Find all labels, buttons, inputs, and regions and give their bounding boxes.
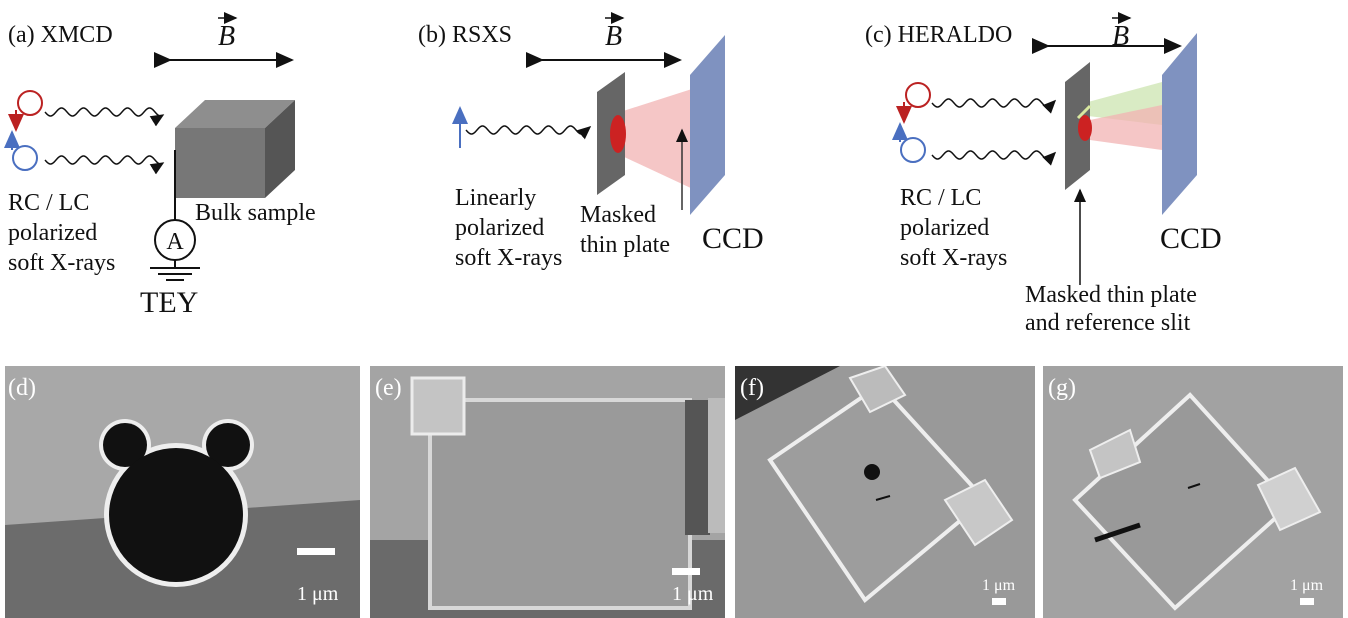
- sample-text: thin plate: [580, 232, 670, 258]
- detector-label: CCD: [702, 222, 764, 255]
- scale-bar: [297, 548, 335, 555]
- source-text: RC / LC: [8, 190, 89, 216]
- sample-text: Masked: [580, 202, 656, 228]
- panel-g: (g) 1 μm: [1043, 366, 1343, 618]
- panel-d: (d) 1 μm: [5, 366, 360, 618]
- panel-label: (b) RSXS: [418, 22, 512, 48]
- xray-beam: [45, 156, 163, 164]
- figure: (a) XMCD B A RC / LC polarized soft X-ra…: [0, 0, 1348, 618]
- field-label: B: [605, 21, 622, 52]
- panel-f: (f) 1 μm: [735, 366, 1035, 618]
- rc-icon: [906, 83, 930, 107]
- scale-label: 1 μm: [982, 577, 1016, 594]
- panel-label: (d): [8, 375, 36, 401]
- ccd: [690, 35, 725, 215]
- edge: [685, 400, 710, 535]
- scale-label: 1 μm: [672, 583, 714, 605]
- ccd: [1162, 33, 1197, 215]
- cube-front: [175, 128, 265, 198]
- xray-beam: [45, 108, 163, 116]
- panel-b: (b) RSXS B Linearly polarized soft X-ray…: [418, 18, 764, 271]
- panel-label: (c) HERALDO: [865, 22, 1012, 48]
- rc-icon: [18, 91, 42, 115]
- aperture: [864, 464, 880, 480]
- scale-bar: [672, 568, 700, 575]
- sample-text: and reference slit: [1025, 310, 1191, 336]
- field-label: B: [218, 21, 235, 52]
- pad: [412, 378, 464, 434]
- panel-label: (a) XMCD: [8, 22, 113, 48]
- source-text: soft X-rays: [900, 245, 1007, 271]
- panel-label: (e): [375, 375, 402, 401]
- panel-label: (g): [1048, 375, 1076, 401]
- lc-icon: [901, 138, 925, 162]
- scale-label: 1 μm: [1290, 577, 1324, 594]
- source-text: Linearly: [455, 185, 536, 211]
- scale-label: 1 μm: [297, 583, 339, 605]
- source-text: polarized: [8, 220, 97, 246]
- scale-bar: [1300, 598, 1314, 605]
- panel-e: (e) 1 μm: [370, 366, 728, 618]
- aperture: [610, 115, 626, 153]
- source-text: polarized: [900, 215, 989, 241]
- panel-c: (c) HERALDO B RC / LC polarized soft X-r…: [865, 18, 1222, 336]
- panel-a: (a) XMCD B A RC / LC polarized soft X-ra…: [8, 18, 316, 319]
- sample-text: Masked thin plate: [1025, 282, 1197, 308]
- panel-label: (f): [740, 375, 764, 401]
- source-text: soft X-rays: [455, 245, 562, 271]
- source-text: soft X-rays: [8, 250, 115, 276]
- scatter-cone: [620, 88, 695, 190]
- xray-beam: [932, 151, 1055, 159]
- sample-label: Bulk sample: [195, 200, 316, 226]
- ammeter-label: A: [166, 229, 184, 255]
- field-label: B: [1112, 21, 1129, 52]
- detector-label: TEY: [140, 286, 198, 319]
- source-text: polarized: [455, 215, 544, 241]
- hole: [109, 448, 243, 582]
- xray-beam: [466, 126, 590, 134]
- detector-label: CCD: [1160, 222, 1222, 255]
- aperture: [1078, 115, 1092, 141]
- scale-bar: [992, 598, 1006, 605]
- lc-icon: [13, 146, 37, 170]
- membrane: [430, 400, 690, 608]
- source-text: RC / LC: [900, 185, 981, 211]
- xray-beam: [932, 99, 1055, 107]
- pad: [708, 398, 728, 533]
